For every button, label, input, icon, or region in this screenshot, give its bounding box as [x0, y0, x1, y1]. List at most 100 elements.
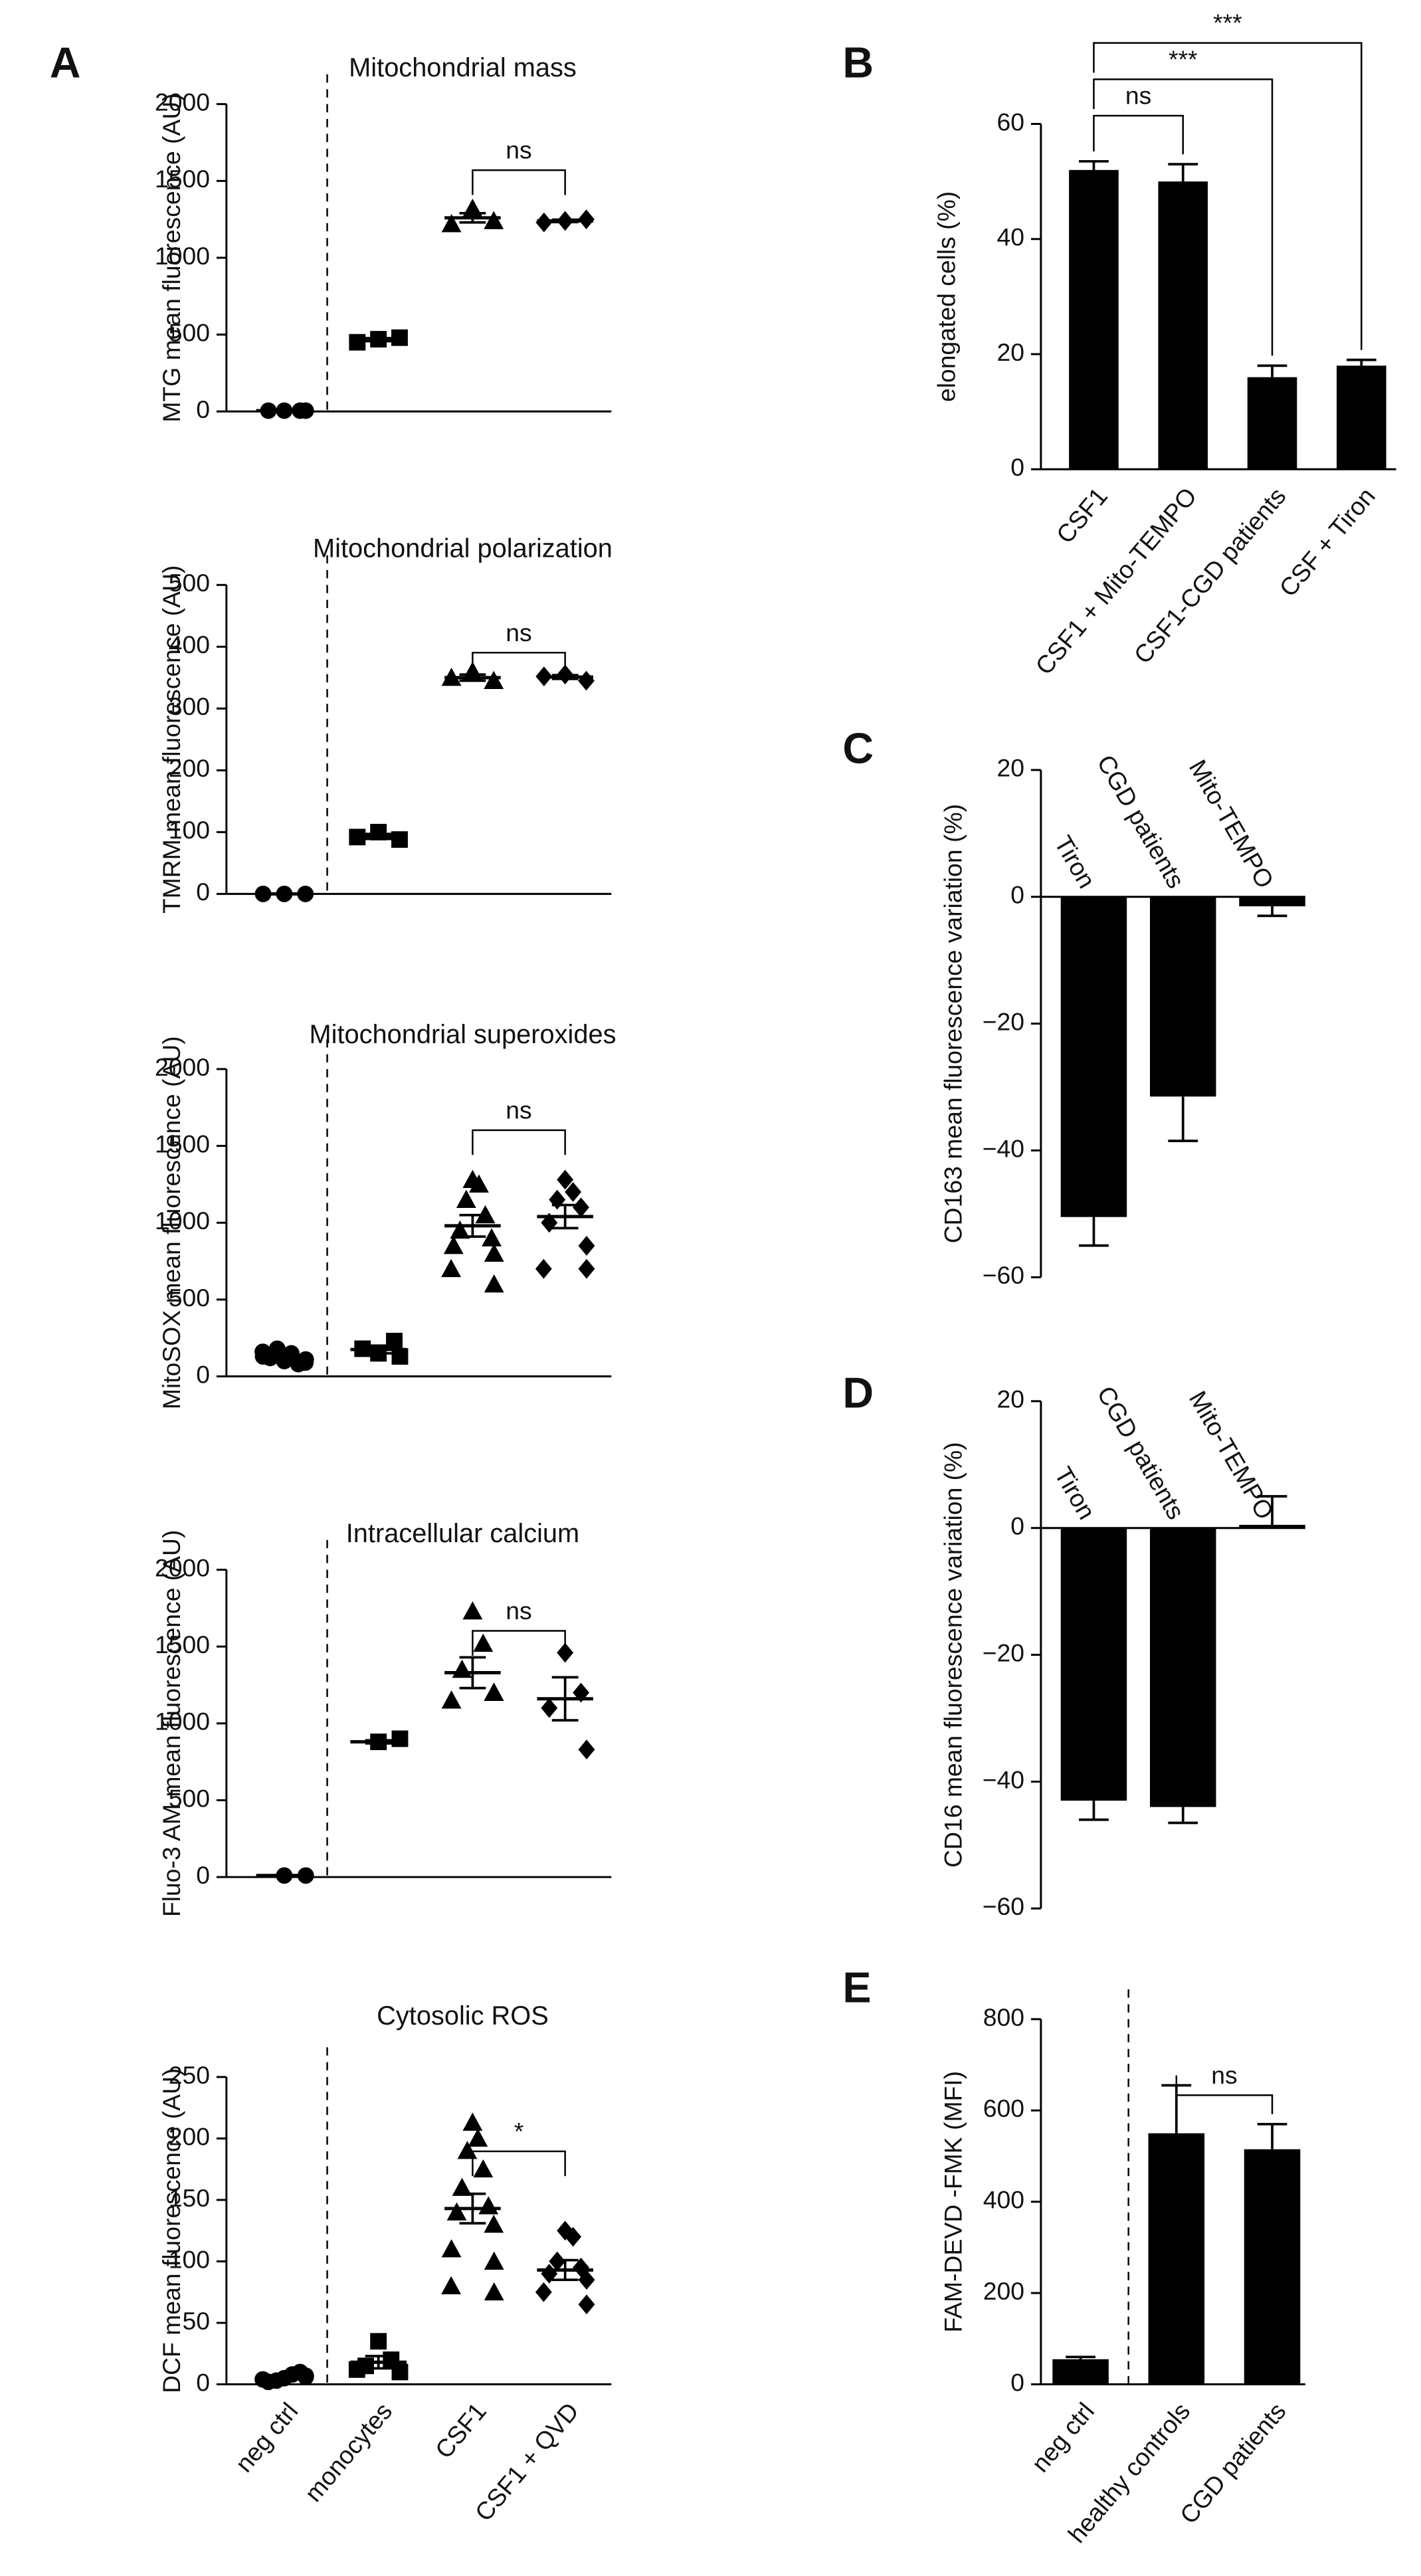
bar: [1239, 1524, 1305, 1528]
error-bar: [1257, 364, 1287, 377]
y-tick-label: 400: [169, 631, 210, 658]
chart-title: Mitochondrial polarization: [313, 534, 613, 563]
y-tick-label: −60: [983, 1892, 1024, 1920]
point: [578, 670, 595, 691]
y-axis-label: MTG mean fluorescence (AU): [157, 93, 185, 422]
error-bar: [459, 2192, 486, 2225]
y-tick-label: 0: [1010, 453, 1024, 481]
y-tick-label: 0: [196, 1861, 210, 1889]
y-tick-label: 200: [983, 2277, 1024, 2305]
y-tick-label: 500: [169, 1784, 210, 1812]
chart-title: Cytosolic ROS: [377, 2001, 549, 2031]
point: [391, 2363, 409, 2381]
panel-label: A: [50, 39, 81, 87]
error-bar: [551, 2258, 579, 2282]
bracket: [472, 169, 566, 195]
error-bar: [459, 212, 486, 224]
bracket-label: ns: [506, 1597, 531, 1625]
bar: [1239, 896, 1305, 907]
y-tick-label: 1500: [155, 1631, 210, 1658]
panel-label: B: [842, 39, 874, 87]
bracket-label: ns: [1125, 82, 1151, 110]
bar: [1150, 896, 1216, 1097]
y-axis-label: Fluo-3 AM mean fluorescence (AU): [157, 1530, 185, 1917]
bracket-label: ns: [1211, 2061, 1237, 2089]
y-tick-label: 150: [169, 2184, 210, 2212]
bar: [1150, 1528, 1216, 1807]
point: [254, 1343, 271, 1360]
y-tick-label: −40: [983, 1134, 1024, 1162]
y-axis-label: elongated cells (%): [932, 191, 960, 402]
bar: [1247, 377, 1297, 470]
error-bar: [1066, 2355, 1095, 2359]
point: [450, 1220, 470, 1239]
point: [349, 334, 366, 351]
bar: [1060, 896, 1127, 1217]
point: [391, 329, 408, 346]
point: [391, 831, 408, 848]
y-tick-label: 1500: [155, 1130, 210, 1157]
y-tick-label: 100: [169, 2245, 210, 2273]
point: [443, 1236, 464, 1254]
point: [482, 1228, 502, 1246]
bracket-label: *: [514, 2117, 524, 2145]
point: [484, 1274, 504, 1293]
bar: [1148, 2133, 1205, 2385]
error-bar: [365, 337, 392, 343]
point: [549, 1189, 566, 1210]
point: [370, 2333, 387, 2350]
error-bar: [270, 2375, 298, 2381]
x-tick-label: CSF1-CGD patients: [1128, 482, 1291, 669]
error-bar: [1168, 1096, 1198, 1143]
y-tick-label: 0: [196, 2368, 210, 2396]
y-axis-label: CD163 mean fluorescence variation (%): [939, 804, 967, 1243]
y-tick-label: −20: [983, 1638, 1024, 1666]
error-bar: [365, 1739, 392, 1745]
bracket: [1093, 78, 1274, 356]
point: [578, 1739, 595, 1760]
bracket-label: ***: [1213, 9, 1242, 37]
y-tick-label: 100: [169, 816, 210, 844]
y-tick-label: 300: [169, 692, 210, 720]
y-axis-label: MitoSOX mean fluorescence (AU): [157, 1036, 185, 1409]
bracket-label: ns: [506, 1096, 531, 1124]
y-axis-label: FAM-DEVD -FMK (MFI): [939, 2071, 967, 2333]
point: [462, 1601, 483, 1620]
point: [456, 1189, 476, 1209]
x-tick-label: CSF1: [1051, 482, 1113, 549]
y-tick-label: 40: [997, 223, 1025, 251]
panel-label: C: [842, 724, 874, 773]
x-tick-label: neg ctrl: [1026, 2397, 1099, 2478]
point: [557, 1169, 574, 1190]
point: [452, 1659, 472, 1678]
bracket: [1093, 42, 1363, 350]
panel-label: D: [842, 1368, 874, 1417]
point: [462, 2112, 483, 2131]
error-bar: [1079, 1217, 1109, 1247]
y-tick-label: 0: [1010, 1512, 1024, 1540]
y-tick-label: 0: [196, 878, 210, 906]
y-tick-label: 500: [169, 1284, 210, 1312]
chart-title: Intracellular calcium: [346, 1519, 579, 1548]
y-tick-label: 1000: [155, 242, 210, 270]
error-bar: [551, 1676, 579, 1722]
point: [484, 670, 504, 689]
x-tick-label: monocytes: [299, 2397, 397, 2507]
point: [578, 1236, 595, 1256]
error-bar: [551, 218, 579, 224]
y-tick-label: 1000: [155, 1708, 210, 1735]
point: [484, 1682, 504, 1701]
error-bar: [1079, 1801, 1109, 1821]
y-tick-label: 500: [169, 569, 210, 597]
y-tick-label: 800: [983, 2003, 1024, 2031]
x-tick-label: neg ctrl: [230, 2397, 304, 2478]
y-tick-label: −40: [983, 1765, 1024, 1793]
y-tick-label: 0: [196, 1360, 210, 1388]
error-bar: [365, 2355, 392, 2370]
y-tick-label: 200: [169, 2122, 210, 2150]
point: [484, 2251, 504, 2270]
x-tick-label: CGD patients: [1091, 1381, 1190, 1524]
point: [441, 1258, 461, 1278]
y-tick-label: 400: [983, 2186, 1024, 2214]
